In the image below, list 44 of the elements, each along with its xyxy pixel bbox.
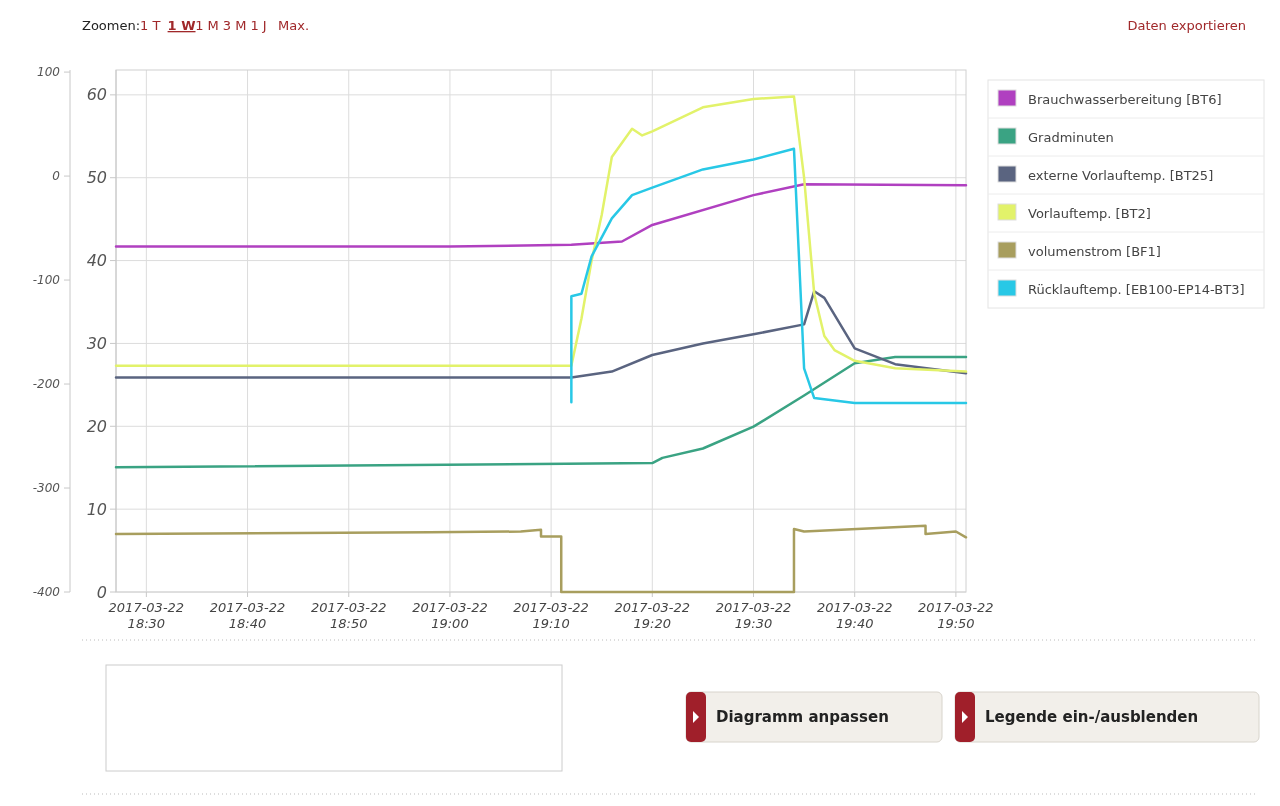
line-series — [570, 147, 968, 405]
x-tick-label: 2017-03-22 19:40 — [816, 600, 893, 631]
text: 1 M — [195, 18, 219, 33]
x-tick-label: 2017-03-22 18:30 — [108, 600, 185, 631]
legend-label: Brauchwasserbereitung [BT6] — [1028, 91, 1222, 107]
y-tick-label: 20 — [86, 416, 107, 436]
legend-label: Rücklauftemp. [EB100-EP14-BT3] — [1028, 281, 1245, 297]
y-tick-label: 60 — [86, 85, 107, 105]
y2-tick-label: -300 — [32, 481, 61, 496]
text: Max. — [278, 18, 310, 33]
y2-tick-label: 100 — [37, 65, 61, 80]
text: 1 J — [250, 18, 267, 33]
x-tick-label: 2017-03-22 19:10 — [513, 600, 589, 631]
line-series — [114, 183, 968, 248]
text: Zoomen: — [82, 18, 141, 33]
legend-label: Gradminuten — [1028, 129, 1114, 145]
line-series — [114, 355, 968, 469]
y-tick-label: 50 — [86, 168, 107, 188]
y-tick-label: 40 — [86, 251, 107, 271]
y2-tick-label: -400 — [32, 585, 61, 600]
text: Legende ein-/ausblenden — [985, 708, 1199, 727]
x-tick-label: 2017-03-22 19:20 — [614, 600, 691, 631]
line-series — [114, 95, 968, 373]
legend-label: Vorlauftemp. [BT2] — [1028, 205, 1151, 221]
text: 3 M — [222, 18, 247, 33]
line-series — [114, 289, 968, 379]
text: 1 T — [140, 18, 161, 33]
x-tick-label: 2017-03-22 19:30 — [715, 600, 792, 631]
text: Daten exportieren — [1127, 18, 1246, 33]
y2-tick-label: -100 — [32, 273, 61, 288]
y-tick-label: 0 — [96, 582, 107, 602]
x-tick-label: 2017-03-22 18:50 — [310, 600, 387, 631]
y-tick-label: 10 — [86, 499, 107, 519]
text: Diagramm anpassen — [716, 708, 889, 727]
text: 1 W — [167, 18, 196, 33]
x-tick-label: 2017-03-22 19:50 — [918, 600, 994, 631]
x-tick-label: 2017-03-22 19:00 — [412, 600, 488, 631]
legend-label: externe Vorlauftemp. [BT25] — [1028, 167, 1214, 183]
line-series — [114, 524, 968, 594]
x-tick-label: 2017-03-22 18:40 — [209, 600, 286, 631]
y2-tick-label: -200 — [32, 377, 61, 392]
legend-label: volumenstrom [BF1] — [1028, 243, 1161, 259]
y-tick-label: 30 — [86, 334, 107, 354]
y2-tick-label: 0 — [52, 169, 61, 184]
